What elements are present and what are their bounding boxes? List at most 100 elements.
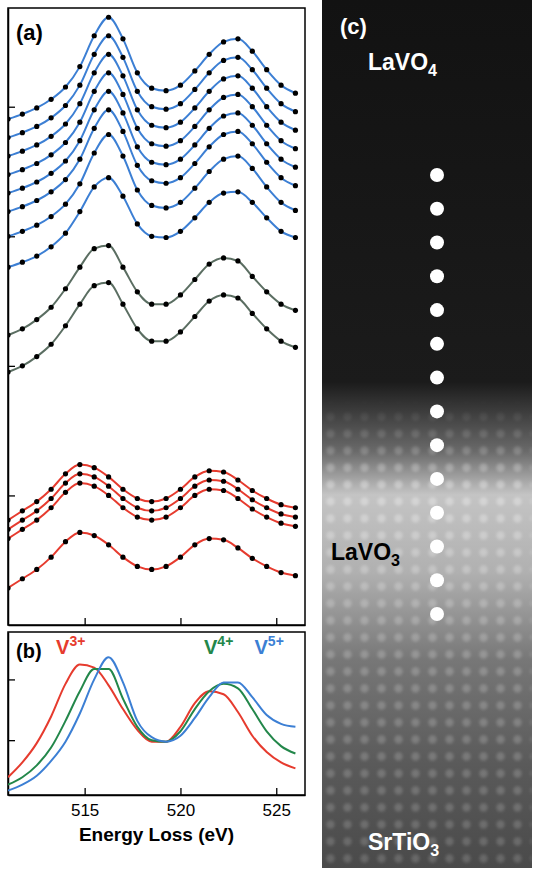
data-point	[135, 221, 140, 226]
data-point	[49, 555, 54, 560]
data-point	[293, 308, 298, 313]
data-point	[8, 265, 11, 270]
data-point	[264, 505, 269, 510]
data-point	[250, 556, 255, 561]
data-point	[163, 205, 168, 210]
panel-0: (a)	[5, 8, 305, 626]
text-run: LaVO	[368, 49, 428, 75]
data-point	[264, 184, 269, 189]
plot-frame	[8, 632, 305, 795]
data-point	[34, 253, 39, 258]
data-point	[77, 64, 82, 69]
data-point	[207, 261, 212, 266]
data-point	[163, 339, 168, 344]
data-point	[92, 484, 97, 489]
data-point	[192, 68, 197, 73]
data-point	[178, 200, 183, 205]
data-point	[149, 123, 154, 128]
data-point	[178, 329, 183, 334]
series-line	[8, 465, 295, 521]
data-point	[92, 465, 97, 470]
data-point	[120, 496, 125, 501]
data-point	[63, 121, 68, 126]
data-point	[278, 229, 283, 234]
text-run: SrTiO	[368, 829, 430, 855]
data-point	[8, 116, 11, 121]
x-axis: 515520525	[9, 788, 306, 820]
data-point	[192, 142, 197, 147]
data-point	[278, 339, 283, 344]
data-point	[149, 234, 154, 239]
data-point	[192, 484, 197, 489]
data-point	[120, 194, 125, 199]
tick-label: 515	[71, 801, 99, 820]
data-point	[192, 542, 197, 547]
data-point	[34, 223, 39, 228]
series-line	[8, 73, 295, 175]
data-point	[250, 506, 255, 511]
data-point	[77, 181, 82, 186]
data-point	[163, 235, 168, 240]
superscript: 3+	[69, 633, 85, 649]
data-point	[163, 162, 168, 167]
data-point	[163, 302, 168, 307]
tick-mark	[8, 107, 15, 108]
probe-position	[430, 303, 444, 317]
data-point	[34, 567, 39, 572]
data-point	[49, 97, 54, 102]
tick-label: 525	[263, 801, 291, 820]
data-point	[149, 203, 154, 208]
data-point	[207, 487, 212, 492]
data-point	[264, 326, 269, 331]
probe-position	[430, 337, 444, 351]
series-label: V5+	[255, 633, 284, 658]
data-point	[293, 183, 298, 188]
series-line	[8, 110, 295, 212]
data-point	[20, 204, 25, 209]
data-point	[149, 302, 154, 307]
data-point	[163, 496, 168, 501]
tick-mark	[8, 740, 15, 741]
tick	[180, 618, 181, 625]
data-point	[264, 514, 269, 519]
probe-position	[430, 371, 444, 385]
probe-position	[430, 168, 444, 182]
tick-mark	[8, 366, 15, 367]
data-point	[63, 480, 68, 485]
data-point	[163, 505, 168, 510]
data-point	[235, 110, 240, 115]
data-point	[77, 83, 82, 88]
data-point	[120, 302, 125, 307]
data-point	[149, 104, 154, 109]
text-run: V	[204, 636, 218, 658]
data-point	[49, 152, 54, 157]
data-point	[178, 157, 183, 162]
data-point	[77, 209, 82, 214]
data-point	[192, 105, 197, 110]
data-point	[135, 89, 140, 94]
data-point	[120, 110, 125, 115]
data-point	[77, 101, 82, 106]
y-axis-line	[8, 633, 10, 796]
data-point	[149, 339, 154, 344]
tick-mark	[84, 788, 85, 795]
data-point	[250, 123, 255, 128]
data-point	[278, 511, 283, 516]
data-point	[278, 200, 283, 205]
data-point	[20, 518, 25, 523]
atomic-lattice	[322, 0, 532, 868]
data-point	[34, 499, 39, 504]
data-point	[235, 496, 240, 501]
data-point	[178, 555, 183, 560]
data-point	[250, 49, 255, 54]
data-point	[8, 234, 11, 239]
data-point	[34, 105, 39, 110]
data-point	[77, 480, 82, 485]
data-point	[135, 505, 140, 510]
data-point	[63, 84, 68, 89]
data-point	[20, 527, 25, 532]
data-point	[163, 125, 168, 130]
data-point	[120, 92, 125, 97]
data-point	[293, 345, 298, 350]
data-point	[77, 471, 82, 476]
